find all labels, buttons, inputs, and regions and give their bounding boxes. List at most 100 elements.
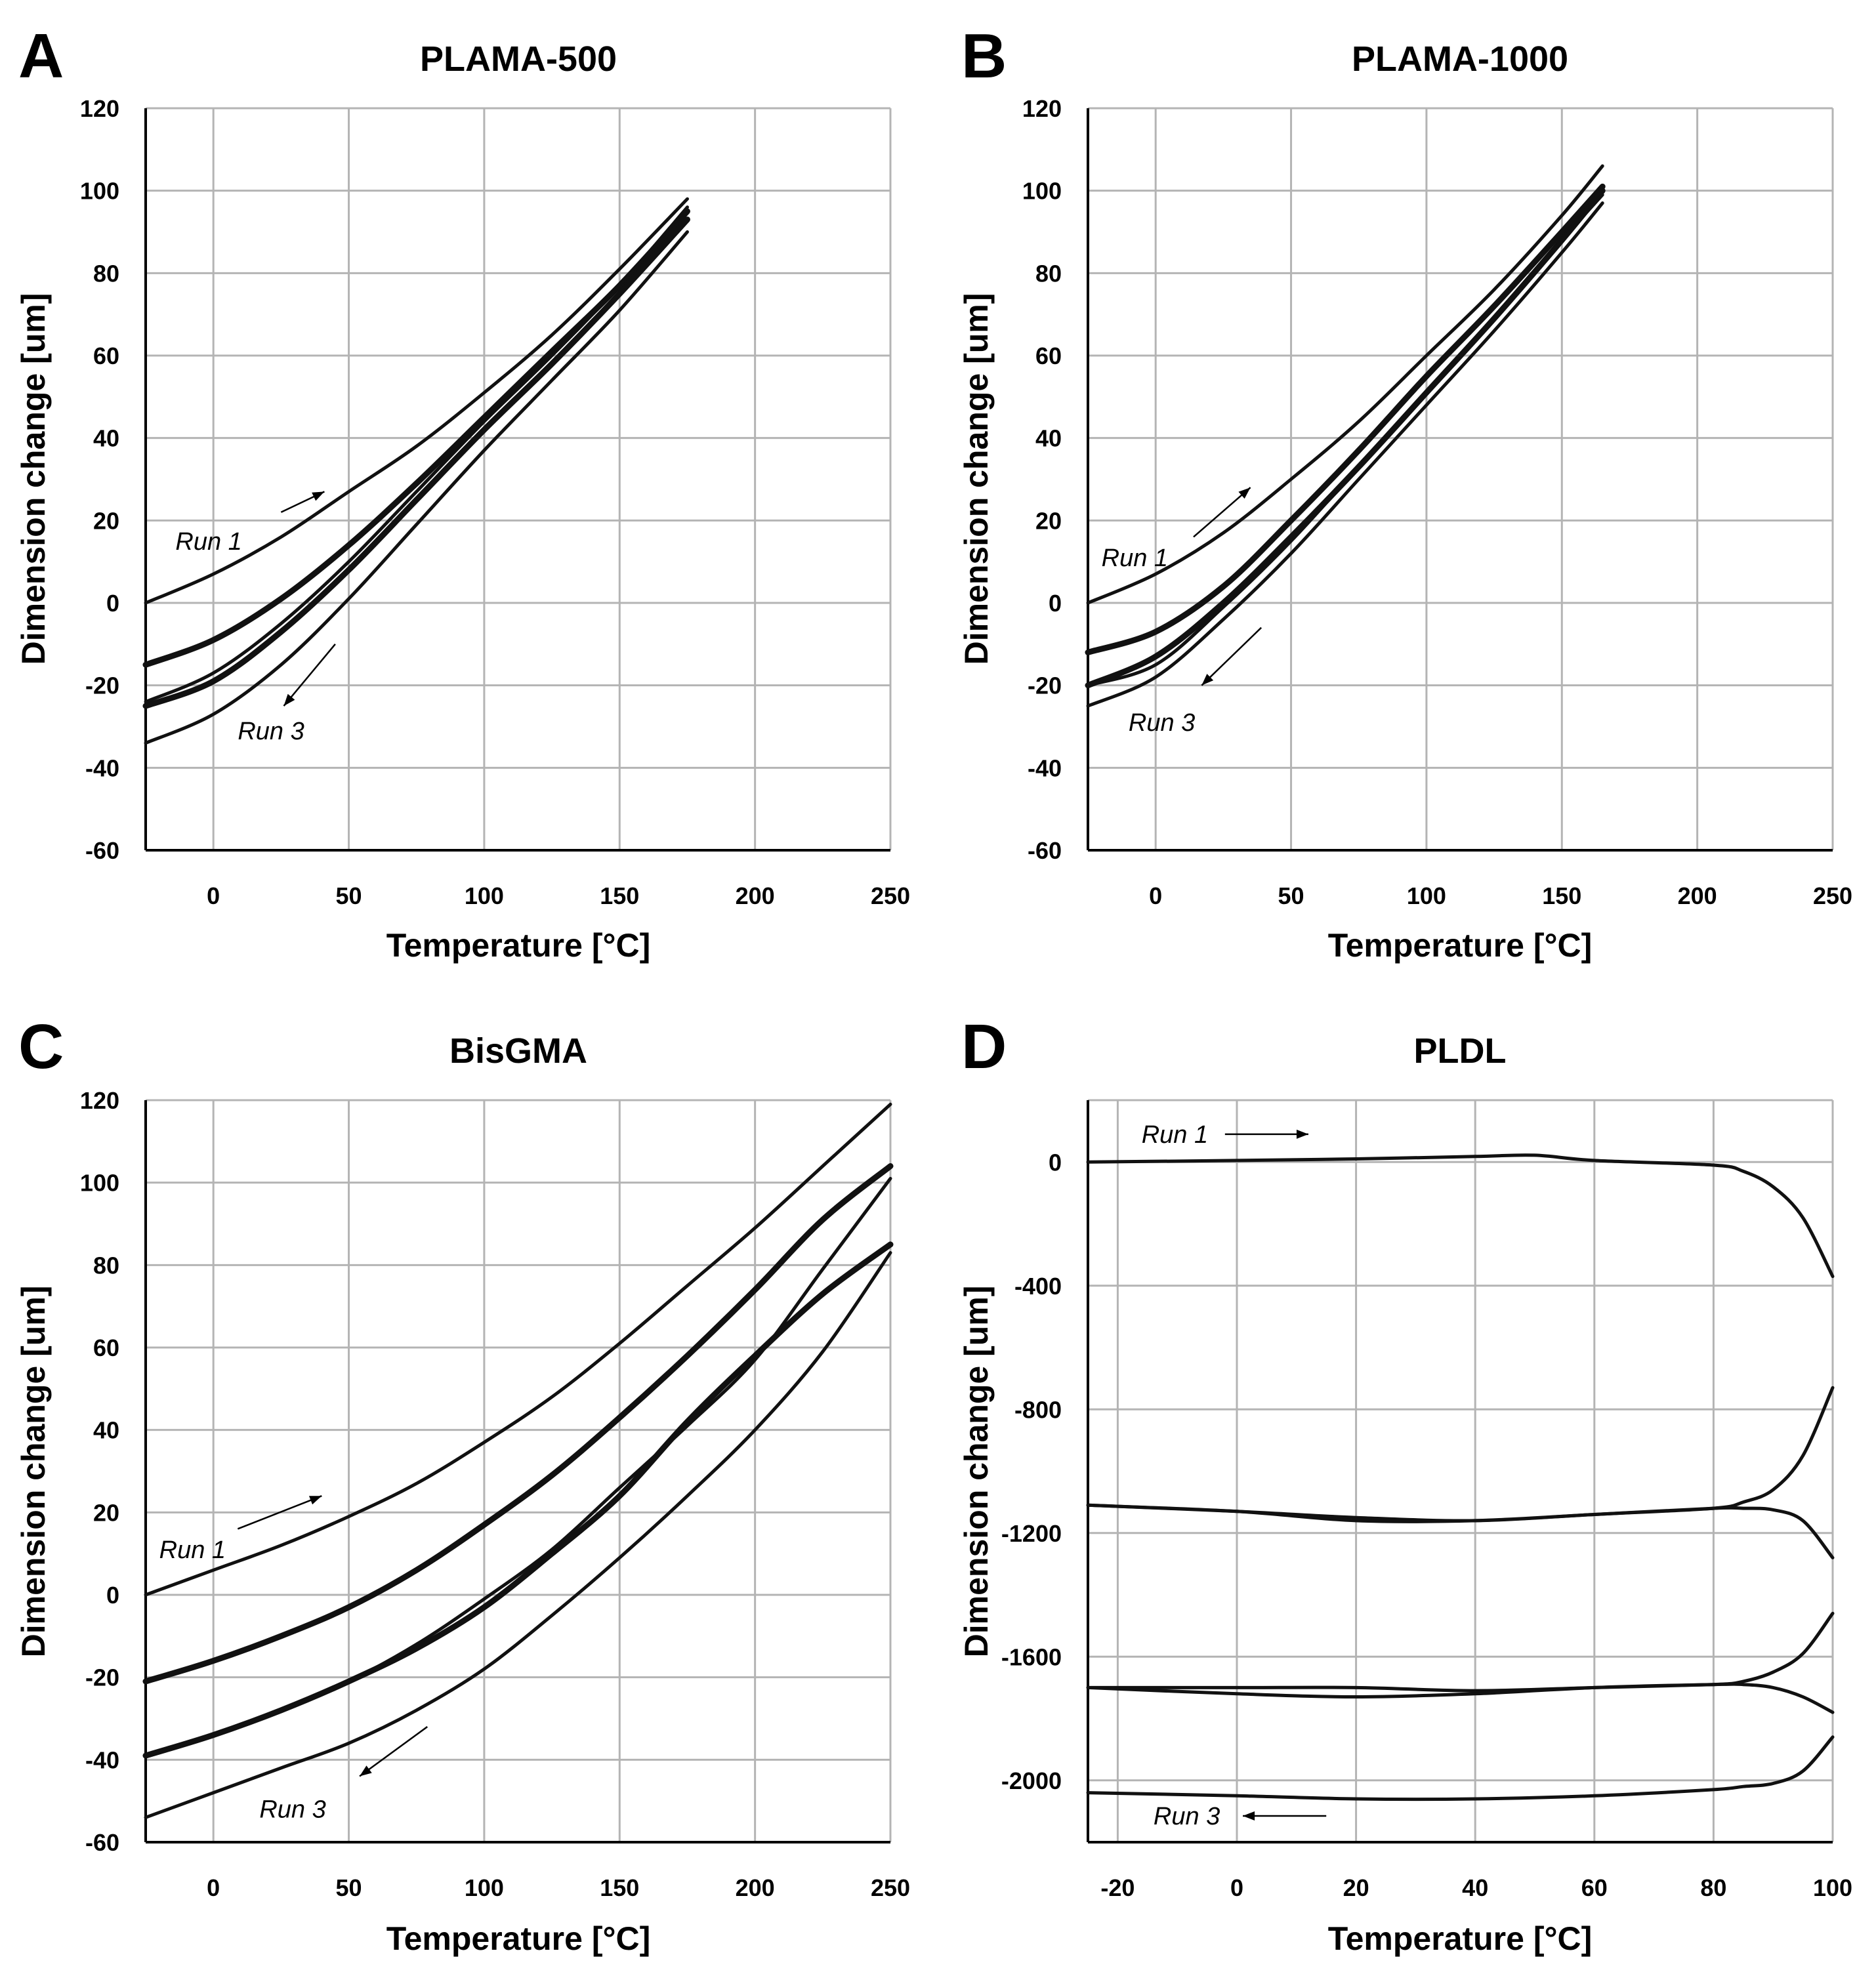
annotation-label-a: Run 1 bbox=[175, 528, 241, 556]
y-tick-label-b: 0 bbox=[1049, 590, 1062, 617]
panel-c: C BisGMA 0 50 100 150 200 250 -60 -40 -20 0 20 40 60… bbox=[15, 1012, 910, 1957]
y-tick-label-a: 100 bbox=[80, 178, 119, 205]
x-tick-label-d: 100 bbox=[1813, 1874, 1852, 1901]
x-tick-label-d: 40 bbox=[1462, 1874, 1488, 1901]
series-line-b-4 bbox=[1086, 193, 1604, 688]
y-tick-label-c: -20 bbox=[85, 1664, 119, 1691]
panel-title-a: PLAMA-500 bbox=[420, 39, 617, 79]
series-line-b-2 bbox=[1085, 183, 1606, 655]
annotation-arrowhead-a bbox=[283, 693, 295, 707]
panel-a: A PLAMA-500 0 50 100 150 200 250 -60 -40 -20 0 20 4… bbox=[15, 21, 910, 964]
panel-b: B PLAMA-1000 0 50 100 150 200 250 -60 -40 -20 0 20… bbox=[958, 21, 1852, 964]
x-axis-label-d: Temperature [°C] bbox=[1328, 1920, 1592, 1957]
y-tick-label-c: 60 bbox=[93, 1334, 119, 1361]
series-line-d-3 bbox=[1086, 1503, 1835, 1559]
annotation-arrow-line-b bbox=[1193, 487, 1251, 538]
panel-letter-a: A bbox=[18, 21, 64, 91]
x-axis-label-b: Temperature [°C] bbox=[1328, 927, 1592, 964]
annotation-label-d: Run 3 bbox=[1154, 1803, 1220, 1830]
y-axis-label-c: Dimension change [um] bbox=[15, 1286, 52, 1658]
y-tick-label-a: 80 bbox=[93, 260, 119, 287]
series-line-a-3 bbox=[142, 216, 690, 709]
annotation-arrowhead-c bbox=[360, 1765, 372, 1777]
series-line-c-1 bbox=[144, 1102, 892, 1597]
y-tick-label-b: 40 bbox=[1035, 425, 1062, 452]
y-tick-label-b: 120 bbox=[1022, 95, 1062, 122]
y-tick-label-a: 120 bbox=[80, 95, 119, 122]
y-tick-label-a: -20 bbox=[85, 672, 119, 699]
y-axis-label-d: Dimension change [um] bbox=[958, 1286, 995, 1658]
series-line-d-2 bbox=[1086, 1386, 1835, 1523]
annotation-arrowhead-d bbox=[1296, 1129, 1308, 1139]
series-line-c-4 bbox=[144, 1176, 892, 1758]
y-tick-label-a: 0 bbox=[106, 590, 119, 617]
y-tick-label-c: 0 bbox=[106, 1582, 119, 1609]
x-tick-label-c: 200 bbox=[736, 1874, 775, 1901]
annotation-label-a: Run 3 bbox=[238, 718, 304, 745]
y-tick-label-c: 40 bbox=[93, 1417, 119, 1444]
annotation-label-c: Run 1 bbox=[159, 1536, 226, 1564]
series-line-c-5 bbox=[144, 1251, 892, 1819]
y-axis-label-b: Dimension change [um] bbox=[958, 293, 995, 665]
x-tick-label-b: 100 bbox=[1407, 882, 1446, 909]
annotation-arrowhead-a bbox=[312, 491, 325, 501]
series-line-a-5 bbox=[144, 230, 689, 745]
panel-title-c: BisGMA bbox=[449, 1031, 587, 1071]
y-tick-label-a: -40 bbox=[85, 754, 119, 781]
annotation-label-b: Run 1 bbox=[1102, 545, 1168, 572]
y-tick-label-b: 100 bbox=[1022, 178, 1062, 205]
x-tick-label-a: 100 bbox=[465, 882, 504, 909]
x-tick-label-c: 0 bbox=[207, 1874, 220, 1901]
panel-title-d: PLDL bbox=[1414, 1031, 1507, 1071]
y-tick-label-d: -400 bbox=[1014, 1273, 1062, 1300]
y-tick-label-b: 80 bbox=[1035, 260, 1062, 287]
annotation-arrowhead-b bbox=[1238, 487, 1251, 499]
y-tick-label-c: 100 bbox=[80, 1170, 119, 1197]
x-tick-label-d: 20 bbox=[1343, 1874, 1369, 1901]
y-tick-label-b: -40 bbox=[1028, 754, 1062, 781]
series-line-a-4 bbox=[144, 205, 689, 704]
x-tick-label-b: 200 bbox=[1678, 882, 1717, 909]
annotation-label-d: Run 1 bbox=[1142, 1121, 1208, 1149]
x-axis-label-c: Temperature [°C] bbox=[386, 1920, 650, 1957]
x-tick-label-a: 250 bbox=[871, 882, 910, 909]
x-tick-label-b: 250 bbox=[1813, 882, 1852, 909]
annotation-arrow-line-b bbox=[1201, 627, 1262, 686]
y-tick-label-c: 20 bbox=[93, 1499, 119, 1526]
y-tick-label-b: -20 bbox=[1028, 672, 1062, 699]
y-tick-label-a: 40 bbox=[93, 425, 119, 452]
annotation-arrow-line-a bbox=[283, 644, 336, 707]
y-tick-label-c: 120 bbox=[80, 1087, 119, 1114]
x-tick-label-d: 60 bbox=[1581, 1874, 1608, 1901]
y-tick-label-d: -800 bbox=[1014, 1396, 1062, 1423]
series-line-a-1 bbox=[144, 197, 689, 605]
x-tick-label-a: 0 bbox=[207, 882, 220, 909]
annotation-label-b: Run 3 bbox=[1129, 709, 1195, 737]
annotation-arrowhead-c bbox=[308, 1496, 322, 1505]
y-tick-label-d: -1200 bbox=[1001, 1520, 1062, 1547]
series-line-d-5 bbox=[1086, 1682, 1835, 1714]
x-axis-label-a: Temperature [°C] bbox=[386, 927, 650, 964]
x-tick-label-c: 250 bbox=[871, 1874, 910, 1901]
y-tick-label-c: 80 bbox=[93, 1252, 119, 1279]
y-tick-label-d: -1600 bbox=[1001, 1643, 1062, 1670]
x-tick-label-b: 150 bbox=[1542, 882, 1581, 909]
y-tick-label-a: 60 bbox=[93, 342, 119, 369]
y-tick-label-a: -60 bbox=[85, 837, 119, 864]
x-tick-label-c: 100 bbox=[465, 1874, 504, 1901]
x-tick-label-a: 200 bbox=[736, 882, 775, 909]
panel-letter-b: B bbox=[961, 21, 1007, 91]
annotation-arrowhead-b bbox=[1201, 674, 1214, 686]
panel-d: D PLDL -20 0 20 40 60 80 100 -2000 -1600 -1200 -80… bbox=[958, 1012, 1852, 1957]
panel-title-b: PLAMA-1000 bbox=[1352, 39, 1568, 79]
y-axis-label-a: Dimension change [um] bbox=[15, 293, 52, 665]
y-tick-label-b: -60 bbox=[1028, 837, 1062, 864]
x-tick-label-c: 50 bbox=[336, 1874, 362, 1901]
x-tick-label-d: -20 bbox=[1100, 1874, 1135, 1901]
x-tick-label-b: 50 bbox=[1278, 882, 1304, 909]
series-line-d-4 bbox=[1086, 1611, 1835, 1693]
annotation-label-c: Run 3 bbox=[259, 1796, 325, 1824]
x-tick-label-a: 50 bbox=[336, 882, 362, 909]
y-tick-label-d: -2000 bbox=[1001, 1767, 1062, 1794]
y-tick-label-c: -60 bbox=[85, 1829, 119, 1856]
